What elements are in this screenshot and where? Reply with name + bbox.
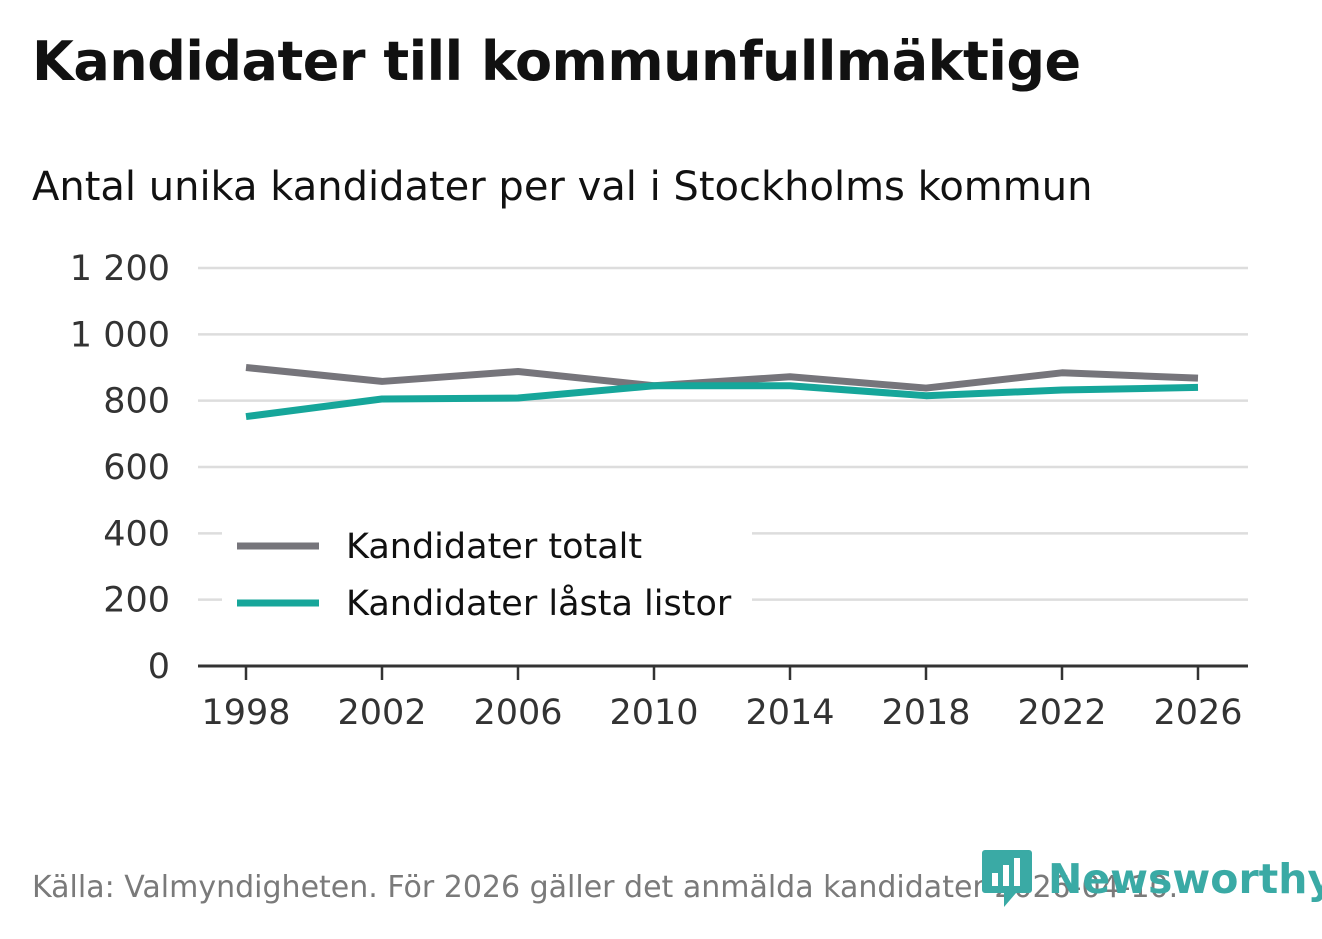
y-tick-label: 800	[103, 382, 170, 422]
x-tick-label: 2010	[609, 693, 698, 733]
brand-name: Newsworthy	[1048, 855, 1322, 903]
series-line-locked	[245, 382, 1199, 421]
y-tick-label: 200	[103, 581, 170, 621]
y-tick-label: 1 000	[70, 315, 170, 355]
y-tick-label: 400	[103, 514, 170, 554]
newsworthy-logo-icon	[982, 850, 1032, 907]
brand: Newsworthy	[982, 850, 1322, 908]
legend-label-total: Kandidater totalt	[346, 527, 642, 567]
chart-title: Kandidater till kommunfullmäktige	[32, 30, 1081, 93]
chart-subtitle: Antal unika kandidater per val i Stockho…	[32, 164, 1093, 210]
line-chart: 0 200 400 600 800 1 000 1 200 1998 2002 2006 2010…	[70, 249, 1248, 733]
x-tick-label: 2026	[1153, 693, 1242, 733]
x-tick-label: 2006	[473, 693, 562, 733]
x-tick-label: 1998	[201, 693, 290, 733]
x-axis: 1998 2002 2006 2010 2014 2018 2022 2026	[198, 664, 1248, 733]
series-lines	[245, 364, 1199, 421]
y-tick-label: 600	[103, 448, 170, 488]
x-tick-label: 2002	[337, 693, 426, 733]
legend-background	[222, 520, 752, 635]
y-tick-label: 1 200	[70, 249, 170, 289]
y-tick-label: 0	[148, 647, 170, 687]
series-line-total	[245, 364, 1199, 392]
x-tick-label: 2022	[1017, 693, 1106, 733]
x-tick-label: 2018	[881, 693, 970, 733]
legend: Kandidater totalt Kandidater låsta listo…	[222, 520, 752, 635]
legend-label-locked: Kandidater låsta listor	[346, 583, 732, 624]
y-axis-ticks: 0 200 400 600 800 1 000 1 200	[70, 249, 170, 687]
x-tick-label: 2014	[745, 693, 834, 733]
